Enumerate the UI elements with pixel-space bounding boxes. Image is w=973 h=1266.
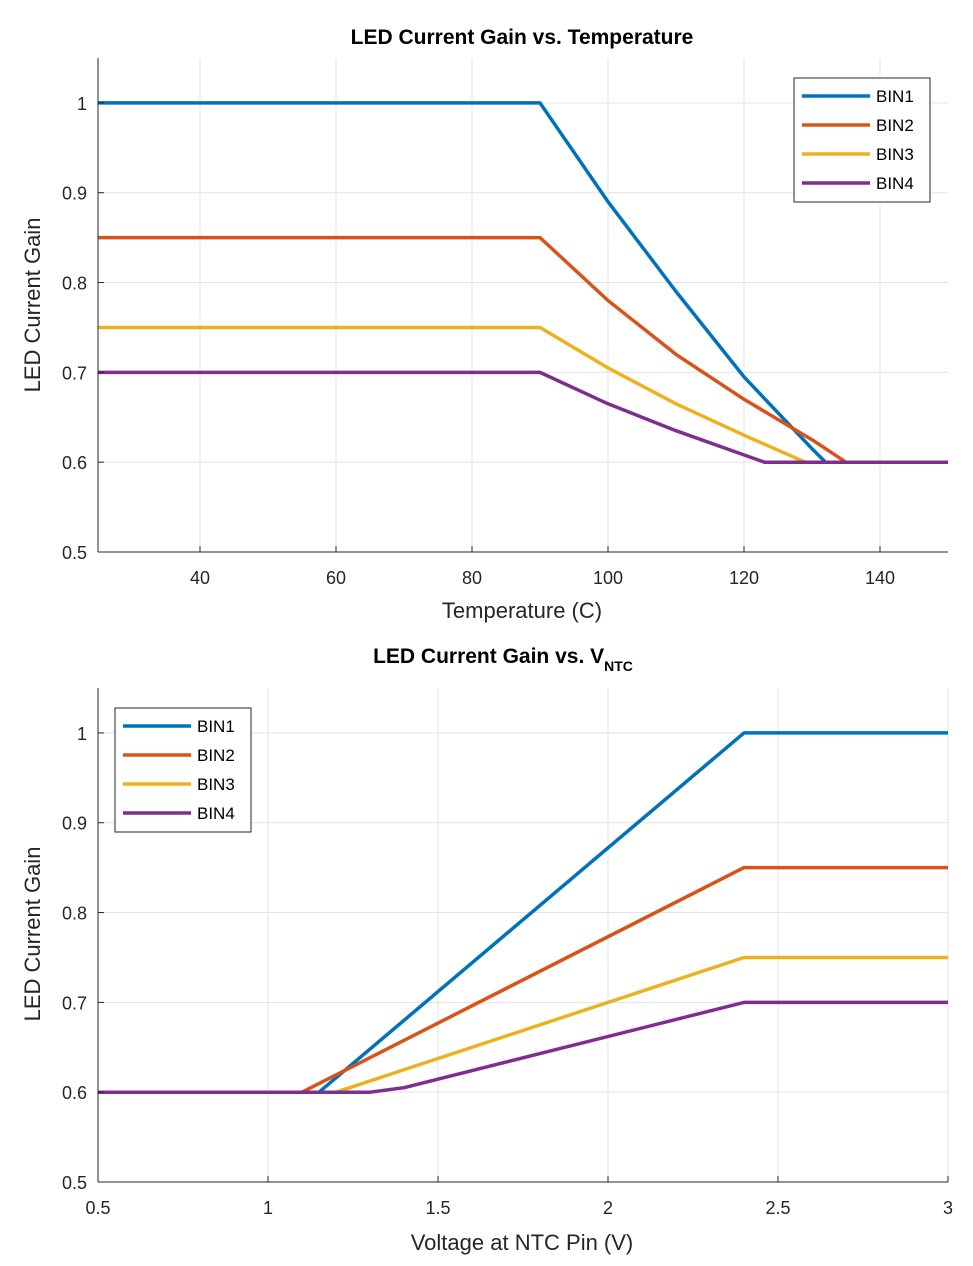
series-lines	[98, 731, 948, 1094]
legend-label-bin2: BIN2	[197, 746, 235, 765]
series-line-bin2	[98, 235, 948, 464]
tick-labels: 0.5 1 1.5 2 2.5 3 0.5 0.6 0.7 0.8 0.9 1	[62, 724, 953, 1218]
x-tick-label: 2.5	[765, 1198, 790, 1218]
x-tick-label: 0.5	[85, 1198, 110, 1218]
legend-label-bin1: BIN1	[197, 717, 235, 736]
x-tick-label: 80	[462, 568, 482, 588]
y-axis-label: LED Current Gain	[20, 847, 45, 1022]
x-tick-label: 120	[729, 568, 759, 588]
series-line-bin4	[98, 1000, 948, 1094]
y-axis-label: LED Current Gain	[20, 218, 45, 393]
y-tick-label: 0.7	[62, 993, 87, 1013]
y-tick-label: 0.9	[62, 184, 87, 204]
y-tick-label: 0.5	[62, 543, 87, 563]
legend-label-bin3: BIN3	[876, 145, 914, 164]
y-tick-label: 0.6	[62, 453, 87, 473]
chart-title-subscript: NTC	[604, 658, 633, 674]
x-tick-label: 1	[263, 1198, 273, 1218]
legend: BIN1 BIN2 BIN3 BIN4	[793, 77, 931, 203]
chart-title: LED Current Gain vs. VNTC	[373, 645, 633, 674]
x-tick-label: 1.5	[425, 1198, 450, 1218]
tick-labels: 40 60 80 100 120 140 0.5 0.6 0.7 0.8 0.9 1	[62, 94, 895, 588]
x-axis-label: Voltage at NTC Pin (V)	[411, 1230, 634, 1255]
series-line-bin3	[98, 955, 948, 1094]
x-tick-label: 2	[603, 1198, 613, 1218]
legend-label-bin2: BIN2	[876, 116, 914, 135]
legend: BIN1 BIN2 BIN3 BIN4	[114, 707, 252, 833]
x-tick-label: 100	[593, 568, 623, 588]
series-line-bin3	[98, 325, 948, 464]
series-line-bin1	[98, 101, 948, 464]
chart-voltage: LED Current Gain vs. VNTC 0.5 1 1.5 2 2.5 30.…	[20, 645, 953, 1255]
series-lines	[98, 101, 948, 464]
x-tick-label: 3	[943, 1198, 953, 1218]
chart-temperature: LED Current Gain vs. Temperature 40 60 80 1…	[20, 26, 948, 623]
y-tick-label: 1	[77, 94, 87, 114]
y-tick-label: 0.6	[62, 1083, 87, 1103]
legend-label-bin4: BIN4	[876, 174, 914, 193]
y-tick-label: 0.9	[62, 814, 87, 834]
x-tick-label: 60	[326, 568, 346, 588]
chart-title-main: LED Current Gain vs. V	[373, 645, 604, 668]
y-tick-label: 0.8	[62, 274, 87, 294]
x-axis-label: Temperature (C)	[442, 598, 602, 623]
axes	[97, 58, 948, 553]
y-tick-label: 0.7	[62, 363, 87, 383]
legend-label-bin3: BIN3	[197, 775, 235, 794]
x-tick-label: 140	[865, 568, 895, 588]
y-tick-label: 0.5	[62, 1173, 87, 1193]
legend-label-bin4: BIN4	[197, 804, 235, 823]
chart-title: LED Current Gain vs. Temperature	[351, 26, 694, 49]
x-tick-label: 40	[190, 568, 210, 588]
legend-label-bin1: BIN1	[876, 87, 914, 106]
y-tick-label: 0.8	[62, 904, 87, 924]
axes	[97, 688, 949, 1183]
series-line-bin4	[98, 370, 948, 464]
y-tick-label: 1	[77, 724, 87, 744]
